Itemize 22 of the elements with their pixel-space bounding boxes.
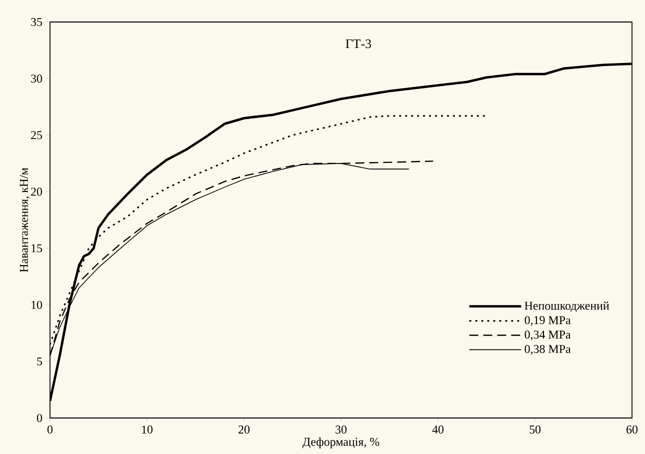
annotation: ГТ-3 — [346, 39, 372, 48]
y-tick-label: 30 — [31, 74, 42, 83]
y-tick-label: 15 — [32, 244, 42, 252]
legend-label: 0,19 MPa — [524, 316, 571, 326]
y-tick-label: 10 — [32, 300, 42, 309]
legend-label: Непошкоджений — [524, 301, 610, 312]
x-tick-label: 50 — [530, 426, 541, 434]
legend-label: 0,34 MPa — [524, 330, 571, 340]
x-tick-label: 10 — [142, 426, 153, 434]
y-tick-label: 0 — [36, 414, 42, 422]
legend-label: 0,38 MPa — [524, 344, 571, 355]
x-tick-label: 40 — [432, 426, 444, 434]
x-axis-title: Деформація, % — [302, 437, 380, 448]
y-tick-label: 5 — [37, 357, 42, 366]
y-axis-title: Навантаження, кН/м — [20, 168, 30, 272]
x-tick-label: 30 — [336, 426, 347, 434]
x-tick-label: 20 — [238, 426, 250, 434]
x-tick-label: 0 — [47, 426, 53, 434]
y-tick-label: 35 — [31, 18, 42, 26]
y-tick-label: 20 — [31, 188, 42, 196]
y-tick-label: 25 — [31, 131, 42, 140]
x-tick-label: 60 — [626, 426, 638, 434]
